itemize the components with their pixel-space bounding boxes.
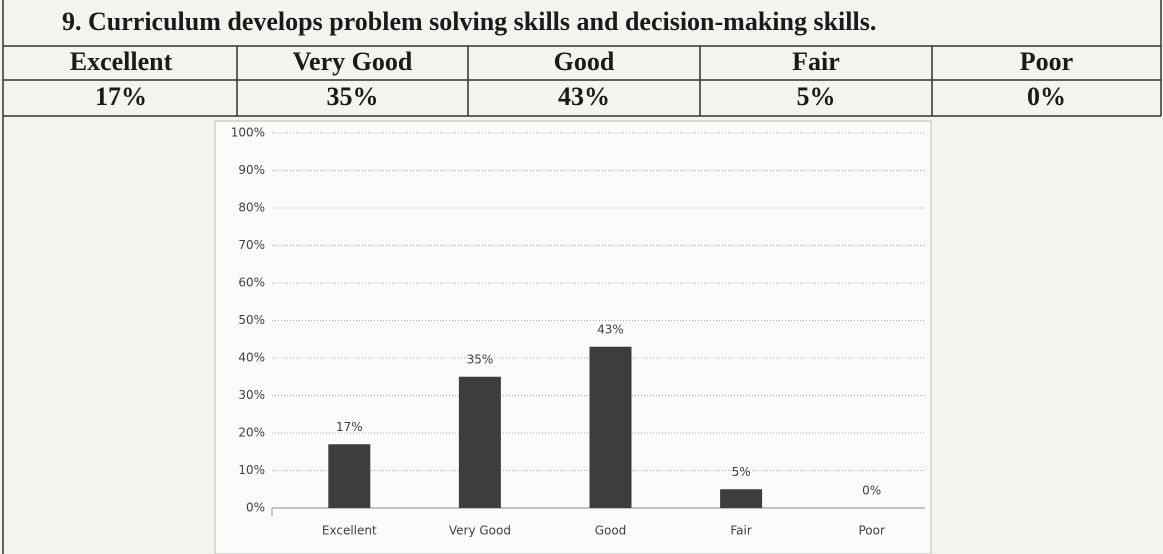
table-title: 9. Curriculum develops problem solving s… (62, 7, 876, 36)
table-header-cell: Poor (1020, 47, 1073, 76)
y-tick-label: 80% (238, 201, 265, 215)
table-cell: 0% (1027, 82, 1066, 111)
data-label: 0% (862, 484, 881, 498)
y-tick-label: 20% (238, 426, 265, 440)
y-tick-label: 10% (238, 463, 265, 477)
table-header-cell: Good (554, 47, 615, 76)
table-cell: 43% (558, 82, 610, 111)
y-tick-label: 0% (246, 501, 265, 515)
y-tick-label: 70% (238, 238, 265, 252)
y-tick-label: 30% (238, 388, 265, 402)
data-label: 43% (597, 322, 624, 336)
table-cell: 17% (95, 82, 147, 111)
table-header-cell: Fair (792, 47, 840, 76)
bar (720, 489, 763, 508)
table-header-cell: Very Good (293, 47, 413, 76)
y-tick-label: 40% (238, 351, 265, 365)
y-tick-label: 60% (238, 276, 265, 290)
x-tick-label: Fair (730, 524, 751, 538)
y-tick-label: 100% (231, 126, 265, 140)
chart-frame (214, 120, 932, 554)
x-tick-label: Excellent (322, 524, 377, 538)
bar (458, 376, 501, 508)
data-label: 17% (336, 420, 363, 434)
y-tick-label: 90% (238, 163, 265, 177)
x-tick-label: Poor (858, 524, 884, 538)
table-cell: 5% (797, 82, 836, 111)
data-label: 5% (732, 465, 751, 479)
x-tick-label: Very Good (449, 524, 511, 538)
table-header-cell: Excellent (70, 47, 173, 76)
x-tick-label: Good (595, 524, 627, 538)
table-cell: 35% (327, 82, 379, 111)
y-tick-label: 50% (238, 313, 265, 327)
bar (589, 346, 632, 508)
data-label: 35% (467, 352, 494, 366)
bar (328, 444, 371, 508)
